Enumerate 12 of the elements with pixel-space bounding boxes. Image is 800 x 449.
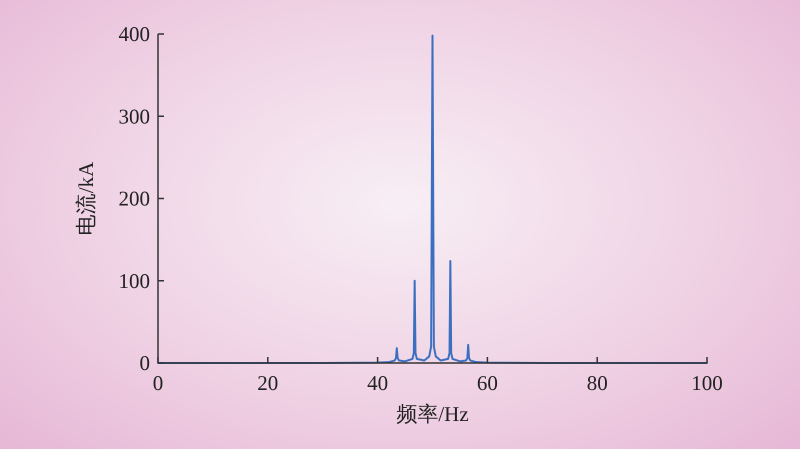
x-tick-label: 100 <box>691 371 723 395</box>
y-tick-label: 400 <box>118 22 150 46</box>
y-tick-label: 300 <box>118 104 150 128</box>
x-tick-label: 20 <box>257 371 278 395</box>
y-axis-title: 电流/kA <box>74 160 98 236</box>
x-tick-label: 60 <box>476 371 498 395</box>
x-axis-title: 频率/Hz <box>396 402 469 426</box>
y-tick-label: 0 <box>140 351 150 375</box>
y-tick-label: 200 <box>118 186 150 210</box>
x-tick-label: 40 <box>367 371 388 395</box>
y-tick-label: 100 <box>118 268 150 293</box>
x-tick-label: 80 <box>586 371 608 395</box>
